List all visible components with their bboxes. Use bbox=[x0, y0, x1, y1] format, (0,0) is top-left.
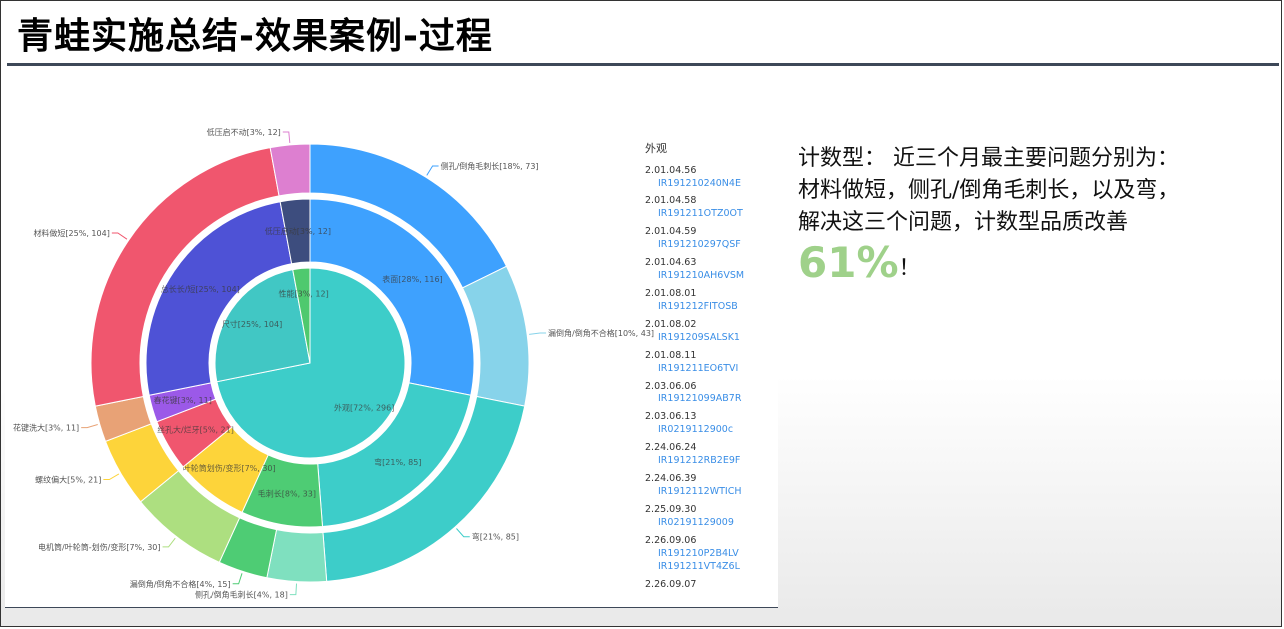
outer-ring-segment[interactable] bbox=[269, 143, 311, 197]
outer-label-leader bbox=[111, 232, 128, 240]
outer-ring-label: 花键洗大[3%, 11] bbox=[13, 423, 79, 433]
outer-ring-label: 螺纹偏大[5%, 21] bbox=[35, 475, 101, 485]
legend-item-link[interactable]: IR191209SALSK1 bbox=[658, 331, 740, 343]
outer-ring-label: 漏倒角/倒角不合格[4%, 15] bbox=[130, 579, 231, 589]
legend-code: 2.01.08.11 bbox=[645, 349, 697, 361]
sunburst-chart: 外观[72%, 296] 尺寸[25%, 104] 性能[3%, 12] 表面[28%… bbox=[13, 127, 654, 600]
legend-item-link[interactable]: IR191211EO6TVI bbox=[658, 362, 739, 374]
inner-ring-label: 性能[3%, 12] bbox=[279, 288, 329, 298]
outer-label-leader bbox=[103, 473, 120, 481]
title-divider bbox=[7, 63, 1279, 66]
legend-code: 2.26.09.07 bbox=[645, 578, 697, 590]
outer-label-leader bbox=[529, 332, 547, 335]
legend-code: 2.24.06.24 bbox=[645, 442, 697, 454]
legend-code: 2.01.04.58 bbox=[645, 195, 697, 207]
legend-item-link[interactable]: IR191210P2B4LV bbox=[658, 547, 739, 559]
legend-item-link[interactable]: IR191211OTZ0OT bbox=[658, 208, 743, 220]
outer-ring-label: 侧孔/倒角毛刺长[18%, 73] bbox=[441, 161, 539, 171]
middle-ring-label: 毛刺长[8%, 33] bbox=[258, 488, 316, 498]
middle-ring-label: 弯[21%, 85] bbox=[374, 457, 421, 467]
outer-ring-label: 漏倒角/倒角不合格[10%, 43] bbox=[548, 328, 654, 338]
outer-label-leader bbox=[282, 131, 291, 143]
legend-item-link[interactable]: IR1912112WTICH bbox=[658, 486, 742, 497]
outer-label-leader bbox=[162, 537, 176, 548]
outer-label-leader bbox=[81, 424, 98, 429]
legend-heading[interactable]: 外观 bbox=[645, 142, 667, 155]
outer-ring-label: 材料做短[25%, 104] bbox=[33, 228, 109, 238]
legend-item-link[interactable]: IR191211VT4Z6L bbox=[658, 560, 740, 572]
legend-code: 2.01.08.02 bbox=[645, 318, 697, 330]
legend-code: 2.03.06.13 bbox=[645, 411, 697, 423]
middle-ring-label: 表面[28%, 116] bbox=[382, 274, 442, 284]
inner-ring-segment[interactable] bbox=[216, 267, 406, 459]
description-line-1: 计数型： 近三个月最主要问题分别为： bbox=[798, 146, 1179, 171]
middle-ring-label: 春花键[3%, 11] bbox=[154, 395, 212, 405]
outer-ring-segment[interactable] bbox=[266, 529, 328, 583]
chart-panel-border bbox=[5, 607, 778, 608]
inner-ring-label: 尺寸[25%, 104] bbox=[222, 319, 282, 329]
outer-ring-label: 弯[21%, 85] bbox=[472, 532, 519, 542]
legend-code: 2.25.09.30 bbox=[645, 503, 697, 515]
middle-ring-segment[interactable] bbox=[145, 201, 293, 396]
legend-code: 2.03.06.06 bbox=[645, 380, 697, 392]
middle-ring-label: 丝孔大/烂牙[5%, 21] bbox=[157, 425, 234, 435]
description-line-2: 材料做短，侧孔/倒角毛刺长，以及弯， bbox=[798, 178, 1180, 203]
legend-items: 2.01.04.56 IR191210240N4E 2.01.04.58 IR1912… bbox=[645, 164, 775, 591]
legend: 外观 2.01.04.56 IR191210240N4E 2.01.04.58 IR1… bbox=[645, 142, 775, 591]
outer-ring-label: 低压启不动[3%, 12] bbox=[207, 127, 281, 137]
description-line-3: 解决这三个问题，计数型品质改善 bbox=[798, 210, 1129, 235]
page-title: 青蛙实施总结-效果案例-过程 bbox=[17, 16, 493, 57]
inner-ring-segment[interactable] bbox=[214, 269, 311, 383]
chart-panel: 外观[72%, 296] 尺寸[25%, 104] 性能[3%, 12] 表面[28%… bbox=[5, 97, 778, 607]
inner-ring-segment[interactable] bbox=[292, 267, 311, 364]
legend-code: 2.01.04.59 bbox=[645, 226, 697, 238]
middle-ring-label: 叶轮筒划伤/变形[7%, 30] bbox=[183, 463, 276, 473]
inner-ring-label: 外观[72%, 296] bbox=[334, 402, 394, 412]
outer-label-leader bbox=[289, 583, 298, 596]
legend-item-link[interactable]: IR0219112900c bbox=[658, 424, 734, 436]
legend-item-link[interactable]: IR02191129009 bbox=[658, 516, 734, 528]
legend-code: 2.24.06.39 bbox=[645, 473, 697, 485]
legend-item-link[interactable]: IR191210AH6VSM bbox=[658, 270, 745, 282]
description-suffix: ！ bbox=[898, 256, 921, 281]
legend-code: 2.26.09.06 bbox=[645, 534, 697, 546]
middle-ring-label: 低压启动[3%, 12] bbox=[265, 226, 331, 236]
description: 计数型： 近三个月最主要问题分别为： 材料做短，侧孔/倒角毛刺长，以及弯， 解决… bbox=[798, 143, 1268, 287]
legend-item-link[interactable]: IR191210240N4E bbox=[658, 177, 741, 189]
outer-ring-label: 电机筒/叶轮筒-划伤/变形[7%, 30] bbox=[38, 542, 160, 552]
legend-item-link[interactable]: IR191212RB2E9F bbox=[658, 455, 741, 467]
description-result: 61%！ bbox=[798, 239, 1268, 287]
outer-label-leader bbox=[426, 165, 439, 176]
legend-item-link[interactable]: IR191210297QSF bbox=[658, 239, 741, 251]
legend-code: 2.01.08.01 bbox=[645, 288, 697, 300]
outer-ring-label: 侧孔/倒角毛刺长[4%, 18] bbox=[195, 590, 288, 600]
middle-ring-segment[interactable] bbox=[279, 198, 311, 265]
middle-ring-segment[interactable] bbox=[309, 198, 475, 396]
improvement-percent: 61% bbox=[798, 238, 899, 287]
legend-item-link[interactable]: IR191212FITOSB bbox=[658, 300, 738, 312]
outer-label-leader bbox=[456, 528, 470, 538]
middle-ring-label: 总长长/短[25%, 104] bbox=[161, 284, 240, 294]
outer-label-leader bbox=[232, 573, 243, 585]
legend-code: 2.01.04.63 bbox=[645, 257, 697, 269]
legend-code: 2.01.04.56 bbox=[645, 164, 697, 176]
legend-item-link[interactable]: IR19121099AB7R bbox=[658, 393, 742, 405]
